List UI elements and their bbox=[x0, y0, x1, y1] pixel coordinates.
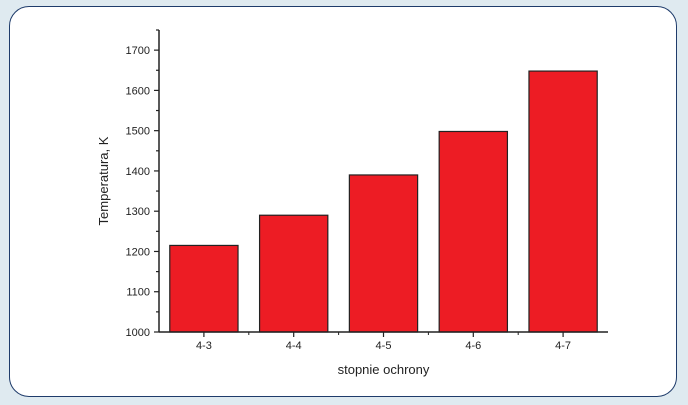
x-tick-label: 4-5 bbox=[376, 340, 392, 352]
y-tick-label: 1400 bbox=[126, 166, 150, 178]
y-tick-label: 1500 bbox=[126, 126, 150, 138]
x-axis-ticks: 4-3 4-4 4-5 4-6 4-7 bbox=[196, 332, 571, 352]
bar-4-4 bbox=[258, 214, 329, 333]
x-tick-label: 4-6 bbox=[465, 340, 481, 352]
y-tick-label: 1700 bbox=[126, 45, 150, 57]
bars bbox=[169, 70, 598, 333]
x-tick-label: 4-7 bbox=[555, 340, 571, 352]
bar-4-3 bbox=[169, 244, 239, 333]
bar-4-6 bbox=[438, 130, 509, 333]
y-tick-label: 1100 bbox=[126, 287, 150, 299]
y-tick-label: 1600 bbox=[126, 85, 150, 97]
y-tick-label: 1000 bbox=[126, 327, 150, 339]
bar-4-7 bbox=[528, 70, 598, 333]
y-tick-label: 1300 bbox=[126, 206, 150, 218]
bar-4-5 bbox=[348, 174, 419, 333]
y-axis-ticks: 1000 1100 1200 1300 1400 1500 1600 1700 bbox=[126, 29, 159, 339]
y-axis-title: Temperatura, K bbox=[96, 136, 111, 225]
y-tick-label: 1200 bbox=[126, 246, 150, 258]
x-axis-title: stopnie ochrony bbox=[338, 362, 430, 377]
x-tick-label: 4-4 bbox=[286, 340, 302, 352]
x-tick-label: 4-3 bbox=[196, 340, 212, 352]
